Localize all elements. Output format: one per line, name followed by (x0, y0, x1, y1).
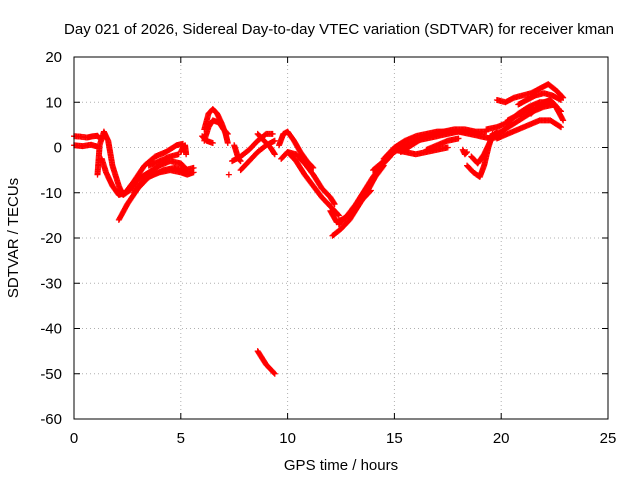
data-series-track-36 (515, 90, 565, 108)
data-points (71, 81, 567, 377)
y-tick-label: -20 (40, 230, 62, 247)
data-series-track-4 (98, 140, 186, 199)
data-point (190, 164, 197, 171)
data-series-track-38 (504, 106, 537, 124)
data-point (552, 102, 559, 109)
x-tick-label: 20 (493, 430, 510, 447)
y-tick-label: 20 (45, 49, 62, 66)
data-series-track-34 (493, 117, 565, 142)
x-tick-labels: 0 5 10 15 20 25 (70, 430, 617, 447)
y-tick-label: -30 (40, 275, 62, 292)
data-point (335, 212, 342, 219)
data-point (444, 144, 451, 151)
data-point (464, 149, 471, 156)
data-series-track-28 (423, 135, 462, 153)
data-series-track-18 (276, 128, 317, 171)
chart-title: Day 021 of 2026, Sidereal Day-to-day VTE… (64, 21, 614, 38)
data-series-track-3 (94, 128, 191, 199)
x-tick-label: 25 (600, 430, 617, 447)
data-point (553, 103, 560, 110)
data-point (225, 171, 232, 178)
data-point (335, 211, 342, 218)
y-tick-label: -60 (40, 411, 62, 428)
data-point (558, 124, 565, 131)
data-point (530, 106, 537, 113)
x-tick-label: 10 (279, 430, 296, 447)
data-point (209, 139, 216, 146)
x-axis-title: GPS time / hours (284, 457, 398, 474)
data-series-track-37 (528, 96, 560, 117)
x-tick-label: 5 (177, 430, 185, 447)
data-series-track-16 (254, 130, 278, 158)
data-series-track-2 (71, 141, 101, 150)
data-series-track-20 (284, 149, 342, 219)
data-point (224, 139, 231, 146)
data-point (331, 201, 338, 208)
data-point (455, 135, 462, 142)
x-tick-label: 15 (386, 430, 403, 447)
data-series-track-8 (177, 142, 190, 158)
data-series-track-7 (145, 151, 182, 169)
data-point (183, 151, 190, 158)
data-series-track-17 (254, 348, 278, 377)
data-point (558, 96, 565, 103)
plot-frame (73, 56, 609, 420)
data-series-track-14 (229, 130, 276, 165)
y-tick-label: 10 (45, 94, 62, 111)
data-series-track-11 (199, 133, 216, 146)
data-point (271, 370, 278, 377)
x-tick-label: 0 (70, 430, 78, 447)
data-series-track-30 (464, 130, 496, 180)
data-series-track-1 (71, 132, 103, 142)
y-tick-labels: -60 -50 -40 -30 -20 -10 0 10 20 (40, 49, 62, 428)
data-series-track-29 (459, 146, 471, 158)
data-point (463, 149, 470, 156)
data-point (556, 123, 563, 130)
y-tick-label: -50 (40, 366, 62, 383)
data-point (269, 130, 276, 137)
data-series-track-23 (335, 153, 394, 228)
data-point (271, 151, 278, 158)
y-tick-label: 0 (54, 140, 62, 157)
y-tick-label: -10 (40, 185, 62, 202)
grid-lines (74, 57, 608, 419)
data-point (560, 117, 567, 124)
data-point (270, 369, 277, 376)
y-axis-title: SDTVAR / TECUs (5, 178, 22, 298)
data-series-track-35 (493, 81, 567, 106)
y-tick-label: -40 (40, 321, 62, 338)
data-point (224, 130, 231, 137)
data-point (223, 130, 230, 137)
data-series-track-12 (225, 171, 232, 178)
data-series-track-6 (130, 164, 197, 196)
data-point (271, 137, 278, 144)
